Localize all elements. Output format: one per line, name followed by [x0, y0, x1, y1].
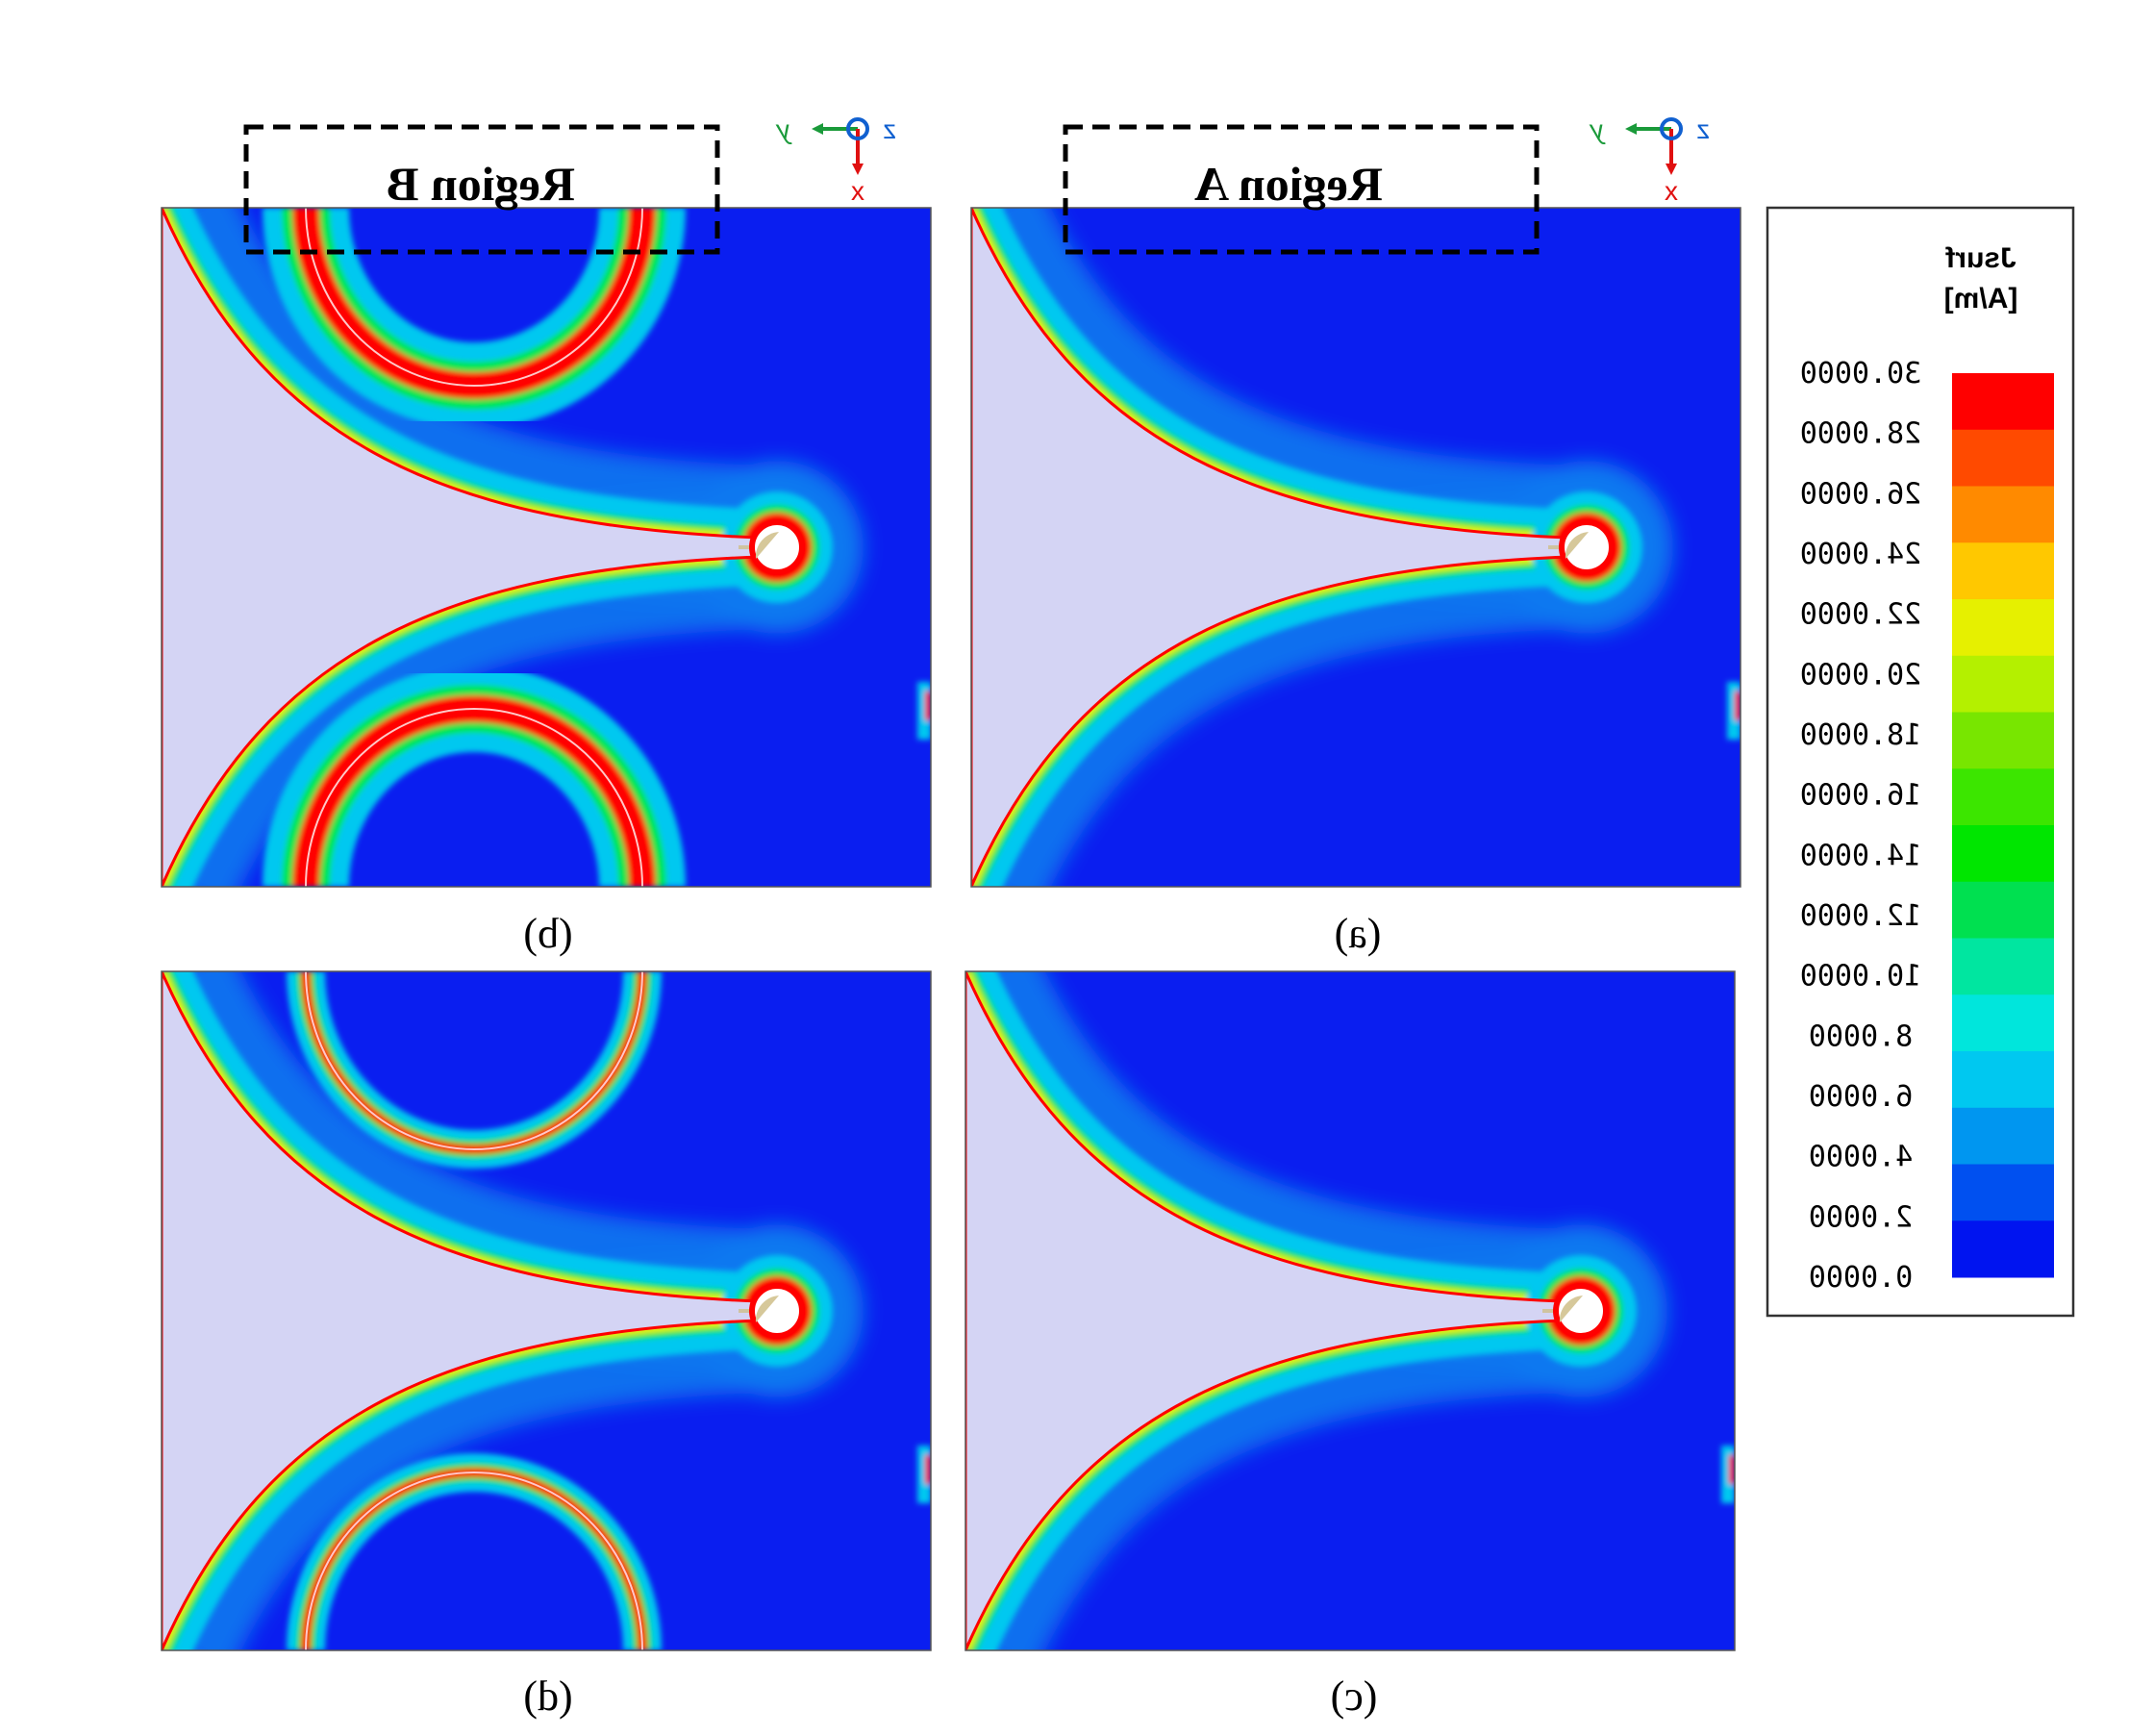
- panel-b: [161, 207, 932, 888]
- field-map: [162, 971, 931, 1650]
- legend-tick-label: 2.0000: [1809, 1200, 1913, 1234]
- feed-circle: [749, 519, 805, 575]
- feed-circle: [749, 1283, 805, 1339]
- panel-a-caption: (a): [1335, 910, 1382, 957]
- legend-swatch: [1952, 486, 2054, 543]
- ring-resonator-bottom: [287, 1453, 662, 1650]
- axis-x-label: x: [851, 176, 864, 206]
- axis-y-label: y: [1589, 114, 1606, 144]
- feed-circle: [1553, 1283, 1609, 1339]
- legend-swatches: [1952, 373, 2054, 1278]
- feed-circle: [1559, 519, 1615, 575]
- axis-y-label: y: [775, 114, 792, 144]
- panel-d-caption: (d): [523, 1673, 572, 1720]
- legend-tick-label: 14.0000: [1800, 839, 1921, 872]
- legend-swatch: [1952, 1164, 2054, 1221]
- legend-tick-label: 24.0000: [1800, 538, 1921, 571]
- field-map: [971, 208, 1741, 887]
- legend-tick-label: 10.0000: [1800, 960, 1921, 994]
- panel-a: [970, 207, 1741, 888]
- legend-swatch: [1952, 825, 2054, 883]
- legend-swatch: [1952, 429, 2054, 487]
- legend-tick-label: 8.0000: [1809, 1019, 1913, 1053]
- ring-resonator-top: [263, 208, 686, 429]
- panel-c: [964, 970, 1736, 1651]
- ring-resonator-top: [287, 971, 662, 1169]
- axis-z-label: z: [883, 114, 896, 144]
- legend-swatch: [1952, 373, 2054, 431]
- axes-triad-right: z y x: [1589, 114, 1710, 206]
- panel-d: [161, 970, 932, 1651]
- legend-tick-label: 18.0000: [1800, 718, 1921, 752]
- field-map: [162, 208, 931, 887]
- axis-x-label: x: [1665, 176, 1678, 206]
- legend-swatch: [1952, 599, 2054, 657]
- legend-tick-label: 30.0000: [1800, 357, 1921, 390]
- legend-swatch: [1952, 1107, 2054, 1165]
- panel-b-caption: (b): [523, 910, 572, 957]
- legend-unit: [A/m]: [1944, 283, 2018, 314]
- region-b-label: Region B: [387, 157, 575, 211]
- legend-swatch: [1952, 712, 2054, 769]
- ring-resonator-bottom: [263, 666, 686, 887]
- legend-tick-label: 4.0000: [1809, 1141, 1913, 1174]
- legend-title: Jsurf: [1944, 242, 2016, 274]
- legend-ticks: 30.0000 28.0000 26.0000 24.0000 22.0000 20.00…: [1800, 357, 1921, 1295]
- panel-c-caption: (c): [1331, 1673, 1378, 1720]
- legend-swatch: [1952, 1220, 2054, 1278]
- axes-triad-left: z y x: [775, 114, 896, 206]
- legend-tick-label: 12.0000: [1800, 899, 1921, 933]
- legend-swatch: [1952, 994, 2054, 1052]
- legend-tick-label: 22.0000: [1800, 598, 1921, 632]
- legend-tick-label: 16.0000: [1800, 779, 1921, 813]
- axis-z-label: z: [1696, 114, 1710, 144]
- region-a-label: Region A: [1194, 157, 1383, 211]
- field-map: [965, 971, 1735, 1650]
- legend-tick-label: 20.0000: [1800, 658, 1921, 692]
- legend-swatch: [1952, 655, 2054, 713]
- legend-swatch: [1952, 768, 2054, 826]
- legend-tick-label: 28.0000: [1800, 417, 1921, 451]
- legend-swatch: [1952, 542, 2054, 600]
- legend-swatch: [1952, 881, 2054, 939]
- legend-swatch: [1952, 938, 2054, 995]
- color-legend: Jsurf [A/m] 30.0000 28.0000 26.0000 24.0000…: [1766, 206, 2075, 1318]
- legend-tick-label: 26.0000: [1800, 477, 1921, 511]
- legend-tick-label: 0.0000: [1809, 1261, 1913, 1295]
- legend-tick-label: 6.0000: [1809, 1080, 1913, 1114]
- legend-swatch: [1952, 1051, 2054, 1109]
